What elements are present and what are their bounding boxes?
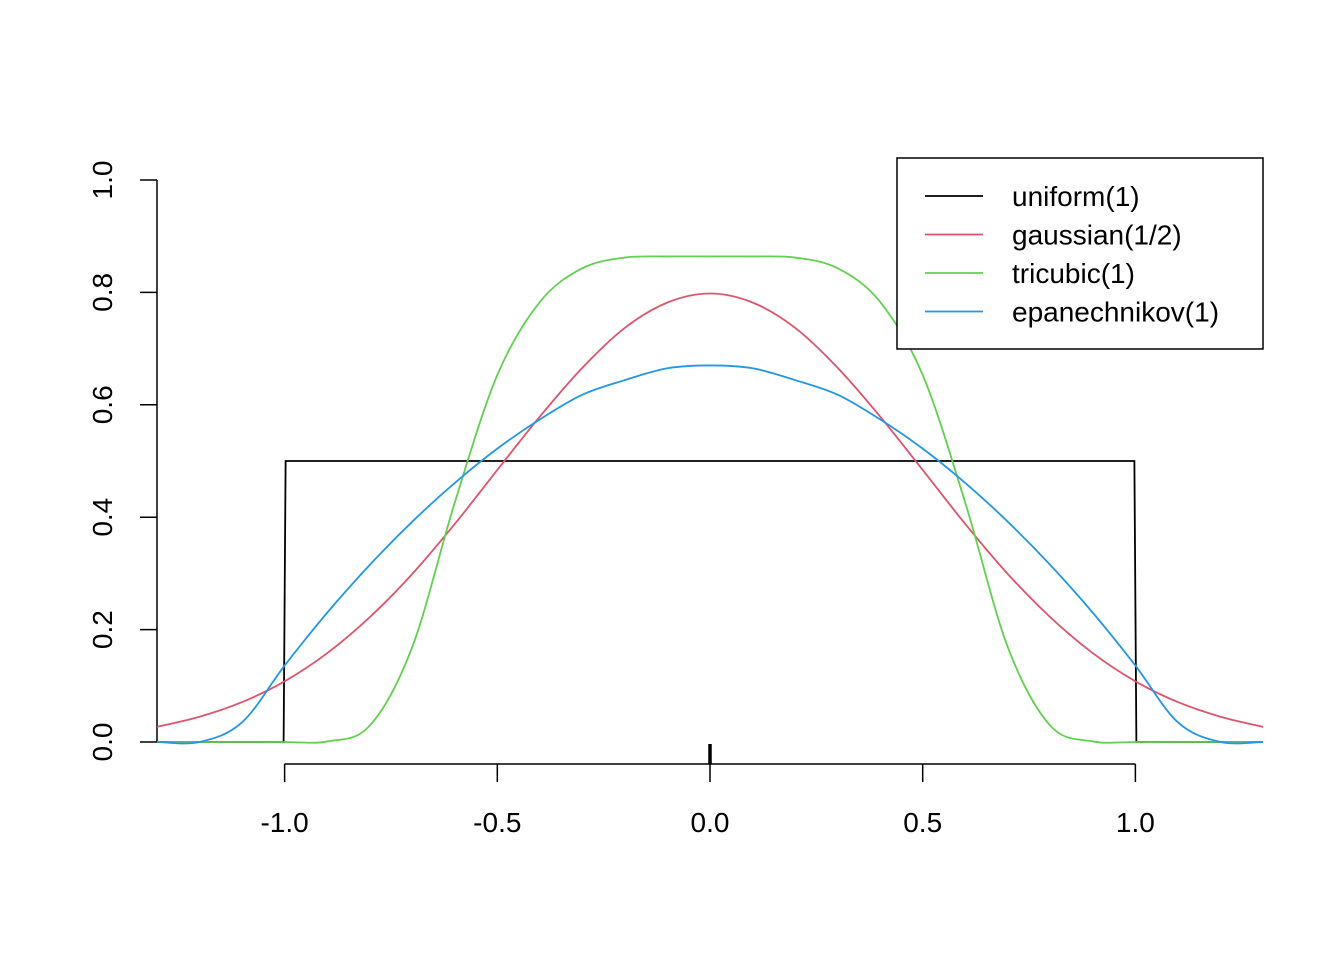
y-axis: 0.0 0.2 0.4 0.6 0.8 1.0 [87, 161, 158, 762]
y-tick-label: 0.4 [87, 498, 118, 537]
legend-label: uniform(1) [1012, 181, 1140, 212]
legend: uniform(1) gaussian(1/2) tricubic(1) epanec… [896, 157, 1264, 350]
legend-box [896, 157, 1264, 350]
x-axis: -1.0 -0.5 0.0 0.5 1.0 [260, 763, 1155, 838]
legend-label: gaussian(1/2) [1012, 220, 1182, 251]
y-tick-label: 0.2 [87, 610, 118, 649]
legend-label: epanechnikov(1) [1012, 297, 1219, 328]
series-curves [156, 255, 1264, 745]
x-tick-label: 1.0 [1116, 807, 1155, 838]
x-tick-label: 0.0 [691, 807, 730, 838]
series-line [156, 364, 1264, 745]
legend-label: tricubic(1) [1012, 258, 1135, 289]
x-tick-label: -0.5 [473, 807, 521, 838]
series-line [156, 255, 1263, 744]
series-line [156, 292, 1264, 728]
y-tick-label: 0.8 [87, 273, 118, 312]
x-tick-label: 0.5 [903, 807, 942, 838]
y-tick-label: 1.0 [87, 161, 118, 200]
series-line [157, 460, 1263, 743]
x-tick-label: -1.0 [260, 807, 308, 838]
y-tick-label: 0.6 [87, 385, 118, 424]
y-tick-label: 0.0 [87, 723, 118, 762]
